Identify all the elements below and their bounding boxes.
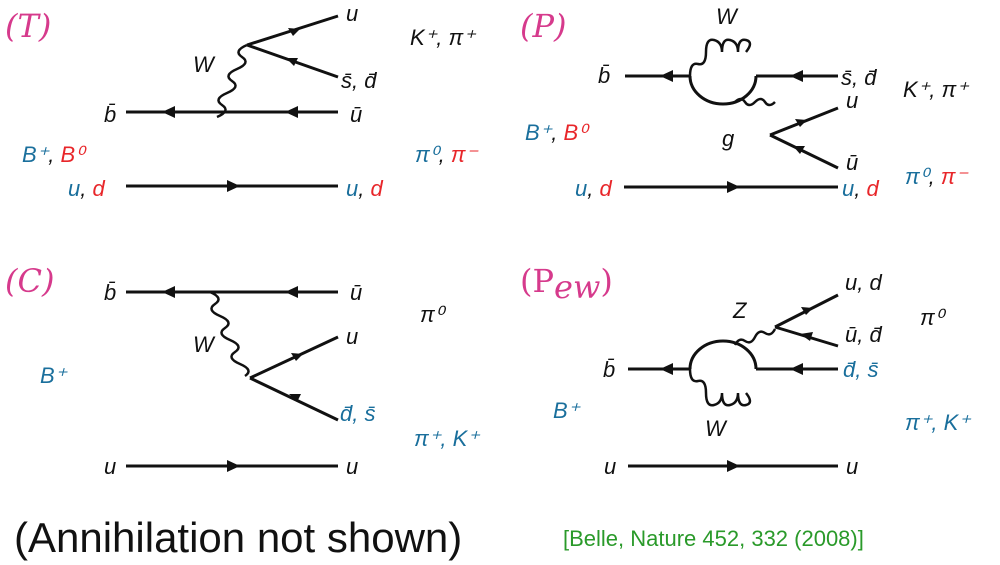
- label-ds: d̄, s̄: [340, 401, 376, 426]
- label-W: W: [705, 416, 728, 441]
- label-meson: π⁺, K⁺: [414, 426, 481, 451]
- label-W: W: [193, 332, 216, 357]
- arrow-ds: [790, 363, 803, 375]
- panel-penguin: (P) W b̄ s̄, d̄ K⁺, π⁺ u g ū B⁺, B⁰ π⁰, …: [520, 4, 970, 201]
- label-ubar: ū: [846, 150, 858, 175]
- w-loop: [688, 368, 752, 407]
- line-ubar: [769, 133, 839, 170]
- arrow-u: [288, 28, 300, 36]
- arrow-ubar: [285, 286, 298, 298]
- label-spec-left: u: [604, 454, 616, 479]
- w-loop: [688, 38, 752, 77]
- gluon: [734, 97, 776, 107]
- label-meson-top: K⁺, π⁺: [903, 77, 970, 102]
- label-W: W: [193, 52, 216, 77]
- z-propagator: [733, 328, 777, 346]
- panel-tree: (T) u s̄, d̄ W b̄ ū K⁺, π⁺ B⁺, B⁰ π⁰, π⁻…: [5, 1, 480, 201]
- arrow-spec: [727, 181, 740, 193]
- arrow-spec: [227, 180, 240, 192]
- label-u: u: [846, 88, 858, 113]
- label-spec-right: u, d: [346, 176, 383, 201]
- label-spec-left: u, d: [575, 176, 612, 201]
- label-pi0: π⁰: [420, 302, 447, 327]
- label-sd: s̄, d̄: [841, 65, 877, 90]
- arrow-u: [795, 119, 807, 127]
- label-ud: u, d: [845, 270, 882, 295]
- footer-note: (Annihilation not shown): [14, 514, 462, 561]
- label-pi0: π⁰: [920, 305, 947, 330]
- arrow-b: [162, 286, 175, 298]
- label-u: u: [346, 324, 358, 349]
- label-u: u: [346, 1, 358, 26]
- label-bbar: b̄: [104, 280, 116, 305]
- label-ubar: ū: [350, 280, 362, 305]
- loop-lower: [688, 75, 758, 106]
- label-meson: π⁺, K⁺: [905, 410, 972, 435]
- panel-tag-Pew: (Pew): [520, 262, 613, 306]
- label-W: W: [716, 4, 739, 29]
- label-pi-mesons: π⁰, π⁻: [415, 142, 480, 167]
- arrow-sd: [790, 70, 803, 82]
- label-B: B⁺: [553, 398, 582, 423]
- w-propagator: [216, 43, 248, 119]
- label-pi-mesons: π⁰, π⁻: [905, 164, 970, 189]
- label-g: g: [722, 126, 735, 151]
- panel-tag-C: (C): [5, 262, 54, 300]
- label-spec-left: u: [104, 454, 116, 479]
- label-bbar: b̄: [598, 63, 610, 88]
- label-bbar: b̄: [104, 102, 116, 127]
- label-B: B⁺: [40, 363, 69, 388]
- label-spec-left: u, d: [68, 176, 105, 201]
- arrow-ubar-dbar: [800, 332, 813, 341]
- loop-upper: [688, 339, 758, 370]
- label-B-mesons: B⁺, B⁰: [525, 120, 590, 145]
- w-propagator: [209, 290, 250, 378]
- label-ubar: ū: [350, 102, 362, 127]
- arrow-b: [660, 70, 673, 82]
- arrow-spec: [727, 460, 740, 472]
- arrow-u: [291, 353, 303, 361]
- arrow-b: [162, 106, 175, 118]
- arrow-spec: [227, 460, 240, 472]
- panel-color-suppressed: (C) b̄ ū π⁰ W u B⁺ d̄, s̄ π⁺, K⁺ u u: [5, 262, 481, 479]
- label-meson-top: K⁺, π⁺: [410, 25, 477, 50]
- arrow-sd: [286, 58, 298, 66]
- arrow-ubar: [285, 106, 298, 118]
- arrow-ds: [289, 394, 301, 402]
- label-sd: s̄, d̄: [341, 68, 377, 93]
- label-spec-right: u, d: [842, 176, 879, 201]
- label-Z: Z: [732, 298, 748, 323]
- panel-tag-P: (P): [520, 7, 567, 45]
- label-ds: d̄, s̄: [843, 357, 879, 382]
- footer-citation: [Belle, Nature 452, 332 (2008)]: [563, 526, 864, 551]
- panel-electroweak-penguin: (Pew) u, d Z π⁰ ū, d̄ b̄ d̄, s̄ B⁺ π⁺, K…: [520, 262, 972, 479]
- label-spec-right: u: [846, 454, 858, 479]
- label-spec-right: u: [346, 454, 358, 479]
- label-B-mesons: B⁺, B⁰: [22, 142, 87, 167]
- label-ubar-dbar: ū, d̄: [845, 322, 882, 347]
- arrow-b: [660, 363, 673, 375]
- panel-tag-T: (T): [5, 7, 51, 45]
- arrow-ud: [801, 307, 813, 315]
- label-bbar: b̄: [603, 357, 615, 382]
- arrow-ubar: [793, 146, 805, 154]
